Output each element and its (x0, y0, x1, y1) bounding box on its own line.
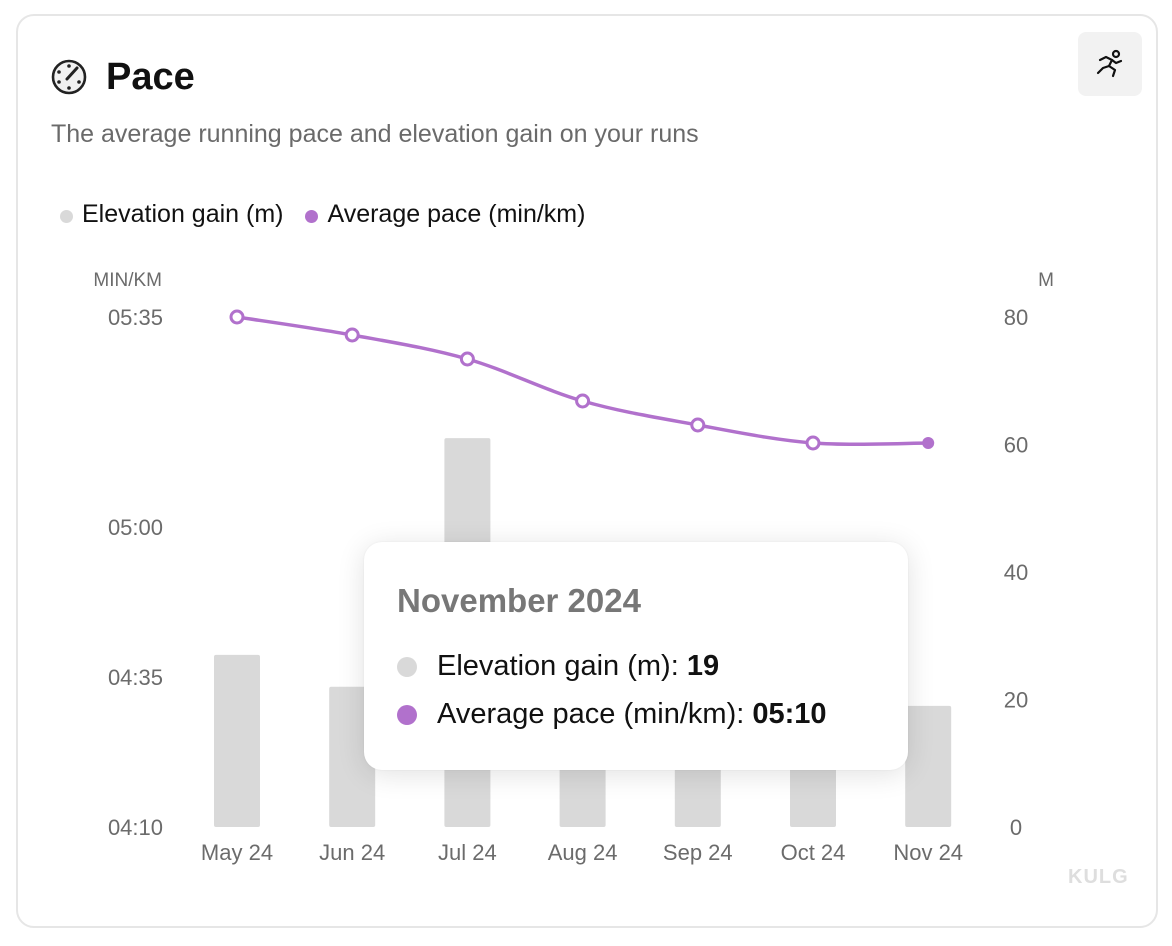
tooltip-row-elevation: Elevation gain (m): 19 (397, 650, 719, 683)
speedometer-icon (51, 59, 87, 95)
activity-type-button[interactable] (1078, 32, 1142, 96)
right-tick-label: 20 (1004, 688, 1028, 713)
elevation-bar (329, 686, 376, 827)
right-tick-label: 0 (1010, 815, 1022, 840)
tooltip-separator-pace: : (736, 698, 753, 730)
right-tick-label: 40 (1004, 560, 1028, 585)
chart-legend: Elevation gain (m) Average pace (min/km) (60, 200, 607, 229)
tooltip-dot-elevation (397, 656, 417, 677)
elevation-bar (905, 705, 952, 827)
tooltip-value-elevation: 19 (686, 650, 720, 682)
tooltip-title: November 2024 (397, 582, 641, 619)
left-tick-label: 05:35 (108, 305, 163, 330)
left-tick-label: 05:00 (108, 515, 163, 540)
pace-point (459, 351, 475, 367)
x-tick-label: Nov 24 (893, 840, 963, 865)
x-tick-label: Jul 24 (438, 840, 497, 865)
legend-dot-elevation (60, 210, 73, 223)
tooltip-label-elevation: Elevation gain (m) (437, 650, 671, 682)
x-tick-label: Aug 24 (548, 840, 618, 865)
legend-item-pace[interactable]: Average pace (min/km) (305, 200, 585, 229)
legend-label-pace: Average pace (min/km) (327, 200, 586, 228)
page-title: Pace (106, 56, 195, 98)
x-tick-label: Jun 24 (319, 840, 385, 865)
legend-dot-pace (305, 210, 319, 223)
tooltip-label-pace: Average pace (min/km) (437, 698, 737, 730)
legend-label-elevation: Elevation gain (m) (82, 200, 284, 228)
tooltip-dot-pace (397, 704, 417, 725)
pace-point (805, 435, 821, 451)
tooltip-row-pace: Average pace (min/km): 05:10 (397, 698, 827, 731)
right-axis-label: M (1038, 270, 1054, 291)
tooltip-separator-elevation: : (670, 650, 687, 682)
left-tick-label: 04:35 (108, 665, 163, 690)
running-person-icon (1096, 49, 1123, 78)
tooltip-value-pace: 05:10 (752, 698, 827, 730)
legend-item-elevation[interactable]: Elevation gain (m) (60, 200, 283, 229)
brand-watermark: KULG (1068, 866, 1129, 888)
x-tick-label: May 24 (201, 840, 273, 865)
elevation-bar (214, 654, 260, 827)
right-tick-label: 60 (1004, 433, 1028, 458)
pace-point (229, 309, 245, 325)
pace-point (690, 417, 706, 433)
pace-point (922, 437, 935, 449)
pace-point (344, 327, 360, 343)
chart-tooltip: November 2024 Elevation gain (m): 19 Ave… (364, 542, 908, 770)
pace-line (235, 315, 930, 447)
left-axis-label: MIN/KM (93, 270, 162, 291)
right-tick-label: 80 (1004, 305, 1028, 330)
x-tick-label: Oct 24 (781, 840, 846, 865)
pace-point (575, 393, 591, 409)
page-subtitle: The average running pace and elevation g… (51, 120, 699, 148)
x-tick-label: Sep 24 (663, 840, 733, 865)
left-tick-label: 04:10 (108, 815, 163, 840)
